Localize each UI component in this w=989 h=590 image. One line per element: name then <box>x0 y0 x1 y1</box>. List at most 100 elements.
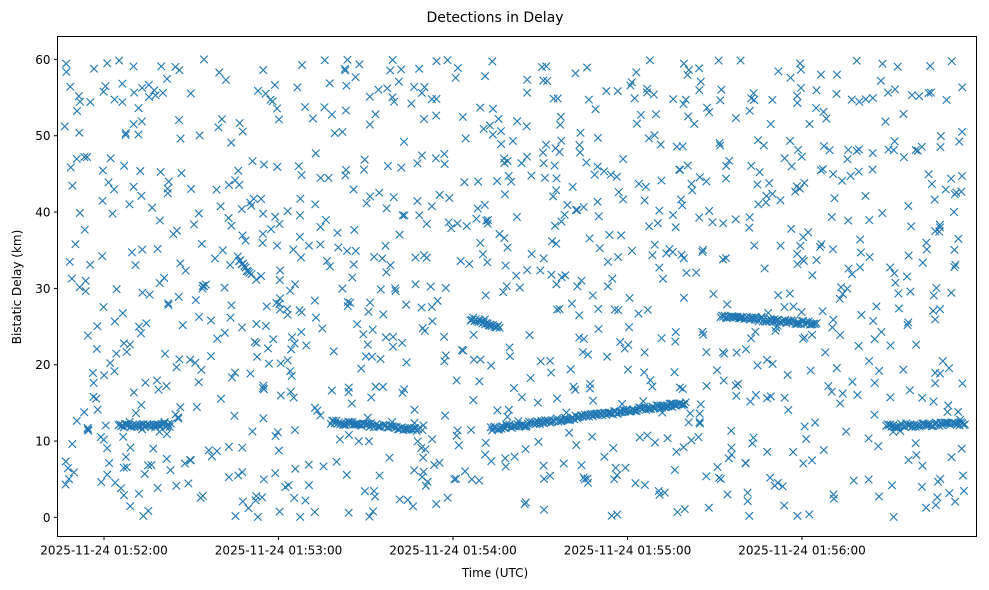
data-point <box>906 287 915 296</box>
data-point <box>672 447 681 456</box>
data-point <box>176 259 185 268</box>
data-point <box>327 386 336 395</box>
data-point <box>600 452 609 461</box>
data-point <box>547 237 557 246</box>
data-point <box>293 83 302 92</box>
data-point <box>334 243 343 252</box>
data-point <box>683 112 693 121</box>
data-point <box>383 84 392 93</box>
data-point <box>950 190 959 199</box>
data-point <box>304 241 314 250</box>
data-point <box>423 477 432 486</box>
data-point <box>376 354 385 364</box>
data-point <box>912 340 921 349</box>
data-point <box>217 114 227 124</box>
data-point <box>503 243 512 252</box>
data-point <box>181 266 190 275</box>
data-point <box>594 212 603 221</box>
data-point <box>66 163 75 172</box>
data-point <box>134 422 143 432</box>
data-point <box>174 414 183 423</box>
data-point <box>854 167 863 176</box>
data-point <box>155 278 164 288</box>
data-point <box>273 162 282 172</box>
data-point <box>512 212 522 222</box>
data-point <box>899 153 909 162</box>
data-point <box>704 503 714 512</box>
data-point <box>194 209 204 218</box>
data-point <box>907 90 917 100</box>
data-point <box>536 266 545 275</box>
data-point <box>525 330 534 340</box>
data-point <box>238 467 247 477</box>
data-point <box>192 402 202 412</box>
data-point <box>443 56 452 65</box>
data-point <box>129 88 139 97</box>
data-point <box>62 67 71 77</box>
data-point <box>797 307 806 317</box>
data-point <box>551 239 561 248</box>
data-point <box>226 313 235 322</box>
data-point <box>731 381 740 390</box>
data-point <box>144 92 154 102</box>
data-point <box>98 166 108 175</box>
data-point <box>838 389 847 398</box>
data-point <box>679 254 688 263</box>
data-point <box>316 173 325 183</box>
data-point <box>792 182 801 191</box>
data-point <box>685 409 695 418</box>
data-point <box>650 131 659 140</box>
data-point <box>237 204 246 214</box>
data-point <box>134 489 144 498</box>
data-point <box>98 196 107 205</box>
data-point <box>63 463 73 473</box>
data-point <box>749 88 758 98</box>
data-point <box>824 381 833 391</box>
data-point <box>414 64 424 73</box>
data-point <box>68 439 77 449</box>
data-point <box>692 268 701 277</box>
data-point <box>921 503 931 512</box>
data-point <box>198 491 207 501</box>
data-point <box>560 210 569 219</box>
data-point <box>296 253 306 262</box>
data-point <box>97 251 107 261</box>
data-point <box>819 107 828 117</box>
data-point <box>575 333 584 342</box>
data-point <box>409 82 419 92</box>
data-point <box>316 411 325 420</box>
data-point <box>641 182 651 192</box>
data-point <box>776 196 785 205</box>
data-point <box>957 171 967 181</box>
data-point <box>300 102 310 112</box>
data-point <box>446 224 456 233</box>
data-point <box>702 472 711 481</box>
data-point <box>365 298 375 307</box>
data-point <box>785 136 795 146</box>
data-point <box>175 355 184 364</box>
data-point <box>383 161 393 171</box>
data-point <box>227 373 237 382</box>
data-point <box>690 119 699 129</box>
data-point <box>122 463 131 472</box>
data-point <box>350 225 359 235</box>
data-point <box>719 219 728 228</box>
data-point <box>829 169 838 179</box>
data-point <box>349 185 358 194</box>
data-point <box>947 288 956 297</box>
data-point <box>286 387 295 396</box>
data-point <box>82 152 92 162</box>
data-point <box>810 418 820 427</box>
data-point <box>129 388 139 397</box>
data-point <box>605 230 614 240</box>
data-point <box>296 512 305 522</box>
data-point <box>345 298 355 307</box>
data-point <box>363 340 372 349</box>
data-point <box>587 432 597 441</box>
data-point <box>431 154 441 163</box>
data-point <box>723 300 732 309</box>
data-point <box>743 488 752 497</box>
data-point <box>408 502 418 511</box>
data-point <box>635 433 644 442</box>
data-point <box>631 478 640 488</box>
